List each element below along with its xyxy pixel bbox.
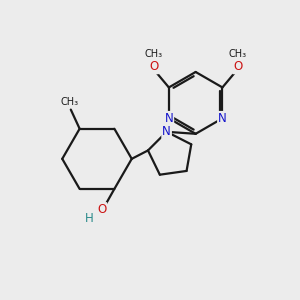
Text: CH₃: CH₃ [60,97,78,107]
Text: CH₃: CH₃ [229,49,247,59]
Text: H: H [84,212,93,225]
Text: O: O [233,60,242,73]
Text: O: O [149,60,158,73]
Text: CH₃: CH₃ [145,49,163,59]
Text: N: N [164,112,173,125]
Text: O: O [97,203,106,216]
Text: N: N [218,112,227,125]
Text: N: N [162,125,171,138]
